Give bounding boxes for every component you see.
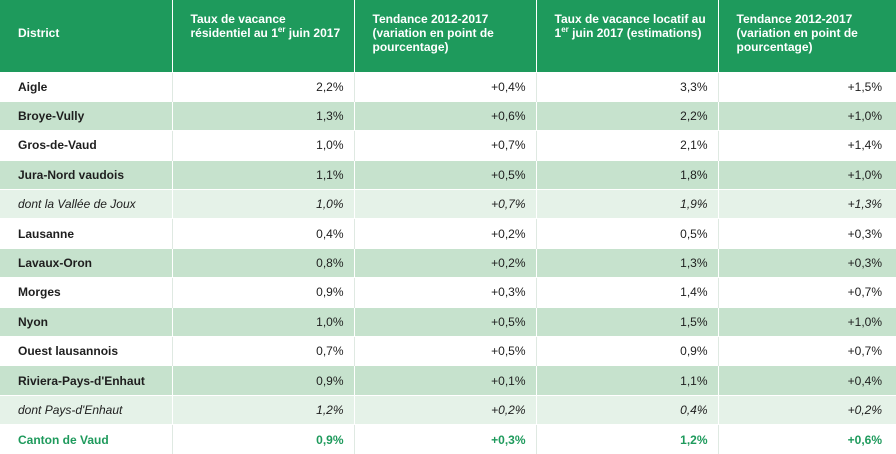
cell-district: dont la Vallée de Joux <box>0 189 173 219</box>
cell-rental-trend: +1,0% <box>718 100 896 131</box>
table-row: Nyon 1,0% +0,5% 1,5% +1,0% <box>0 306 896 337</box>
cell-district: dont Pays-d'Enhaut <box>0 394 173 425</box>
cell-residential-rate: 0,7% <box>172 336 355 366</box>
cell-residential-trend: +0,5% <box>354 159 537 190</box>
cell-residential-rate: 2,2% <box>172 71 355 102</box>
cell-rental-rate: 1,5% <box>536 306 719 337</box>
cell-rental-rate: 2,2% <box>536 100 719 131</box>
cell-residential-trend: +0,6% <box>354 100 537 131</box>
cell-residential-trend: +0,1% <box>354 365 537 396</box>
cell-rental-trend: +0,7% <box>718 336 896 366</box>
cell-residential-trend: +0,5% <box>354 336 537 366</box>
cell-rental-trend: +0,7% <box>718 277 896 308</box>
cell-residential-trend: +0,2% <box>354 394 537 425</box>
cell-rental-rate: 1,8% <box>536 159 719 190</box>
cell-residential-rate: 1,0% <box>172 306 355 337</box>
cell-rental-rate: 1,1% <box>536 365 719 396</box>
cell-district: Aigle <box>0 71 173 102</box>
cell-rental-rate: 2,1% <box>536 130 719 161</box>
table-row: Broye-Vully 1,3% +0,6% 2,2% +1,0% <box>0 100 896 131</box>
cell-rental-rate: 1,4% <box>536 277 719 308</box>
cell-rental-trend: +1,3% <box>718 189 896 219</box>
table-row: Aigle 2,2% +0,4% 3,3% +1,5% <box>0 71 896 102</box>
cell-rental-rate: 0,9% <box>536 336 719 366</box>
cell-residential-trend: +0,3% <box>354 277 537 308</box>
cell-rental-rate: 3,3% <box>536 71 719 102</box>
header-district: District <box>0 0 173 72</box>
cell-rental-rate: 1,2% <box>536 424 719 454</box>
cell-rental-rate: 0,5% <box>536 218 719 249</box>
cell-rental-rate: 0,4% <box>536 394 719 425</box>
table-row: dont Pays-d'Enhaut 1,2% +0,2% 0,4% +0,2% <box>0 394 896 425</box>
cell-district: Canton de Vaud <box>0 424 173 454</box>
cell-district: Gros-de-Vaud <box>0 130 173 161</box>
cell-rental-trend: +0,3% <box>718 247 896 278</box>
cell-rental-trend: +1,4% <box>718 130 896 161</box>
cell-district: Riviera-Pays-d'Enhaut <box>0 365 173 396</box>
cell-district: Nyon <box>0 306 173 337</box>
table-row: Jura-Nord vaudois 1,1% +0,5% 1,8% +1,0% <box>0 159 896 190</box>
cell-rental-trend: +0,3% <box>718 218 896 249</box>
cell-residential-rate: 0,4% <box>172 218 355 249</box>
cell-rental-trend: +0,4% <box>718 365 896 396</box>
cell-residential-rate: 0,8% <box>172 247 355 278</box>
cell-residential-trend: +0,5% <box>354 306 537 337</box>
table-row: dont la Vallée de Joux 1,0% +0,7% 1,9% +1,3% <box>0 189 896 219</box>
cell-residential-trend: +0,7% <box>354 189 537 219</box>
cell-rental-rate: 1,9% <box>536 189 719 219</box>
cell-residential-rate: 0,9% <box>172 424 355 454</box>
table-row: Morges 0,9% +0,3% 1,4% +0,7% <box>0 277 896 308</box>
cell-residential-rate: 1,0% <box>172 189 355 219</box>
cell-district: Ouest lausannois <box>0 336 173 366</box>
cell-rental-trend: +0,6% <box>718 424 896 454</box>
table-row: Ouest lausannois 0,7% +0,5% 0,9% +0,7% <box>0 336 896 366</box>
cell-rental-trend: +0,2% <box>718 394 896 425</box>
cell-district: Lavaux-Oron <box>0 247 173 278</box>
table-row: Lavaux-Oron 0,8% +0,2% 1,3% +0,3% <box>0 247 896 278</box>
cell-residential-trend: +0,4% <box>354 71 537 102</box>
table-row: Gros-de-Vaud 1,0% +0,7% 2,1% +1,4% <box>0 130 896 161</box>
cell-district: Jura-Nord vaudois <box>0 159 173 190</box>
cell-residential-rate: 1,0% <box>172 130 355 161</box>
cell-rental-trend: +1,0% <box>718 306 896 337</box>
cell-residential-trend: +0,2% <box>354 218 537 249</box>
cell-rental-trend: +1,5% <box>718 71 896 102</box>
cell-residential-rate: 1,1% <box>172 159 355 190</box>
cell-residential-rate: 0,9% <box>172 365 355 396</box>
header-residential-trend: Tendance 2012-2017 (variation en point d… <box>354 0 537 72</box>
cell-residential-rate: 1,3% <box>172 100 355 131</box>
table-row: Lausanne 0,4% +0,2% 0,5% +0,3% <box>0 218 896 249</box>
cell-residential-trend: +0,3% <box>354 424 537 454</box>
cell-residential-trend: +0,2% <box>354 247 537 278</box>
cell-rental-trend: +1,0% <box>718 159 896 190</box>
header-rental-vacancy-rate: Taux de vacance locatif au 1er juin 2017… <box>536 0 719 72</box>
header-rental-trend: Tendance 2012-2017 (variation en point d… <box>718 0 896 72</box>
cell-district: Lausanne <box>0 218 173 249</box>
table-row: Riviera-Pays-d'Enhaut 0,9% +0,1% 1,1% +0,4% <box>0 365 896 396</box>
cell-district: Broye-Vully <box>0 100 173 131</box>
header-row: District Taux de vacance résidentiel au … <box>0 0 896 72</box>
header-residential-vacancy-rate: Taux de vacance résidentiel au 1er juin … <box>172 0 355 72</box>
cell-rental-rate: 1,3% <box>536 247 719 278</box>
cell-district: Morges <box>0 277 173 308</box>
cell-residential-rate: 0,9% <box>172 277 355 308</box>
cell-residential-trend: +0,7% <box>354 130 537 161</box>
total-row: Canton de Vaud 0,9% +0,3% 1,2% +0,6% <box>0 424 896 454</box>
cell-residential-rate: 1,2% <box>172 394 355 425</box>
